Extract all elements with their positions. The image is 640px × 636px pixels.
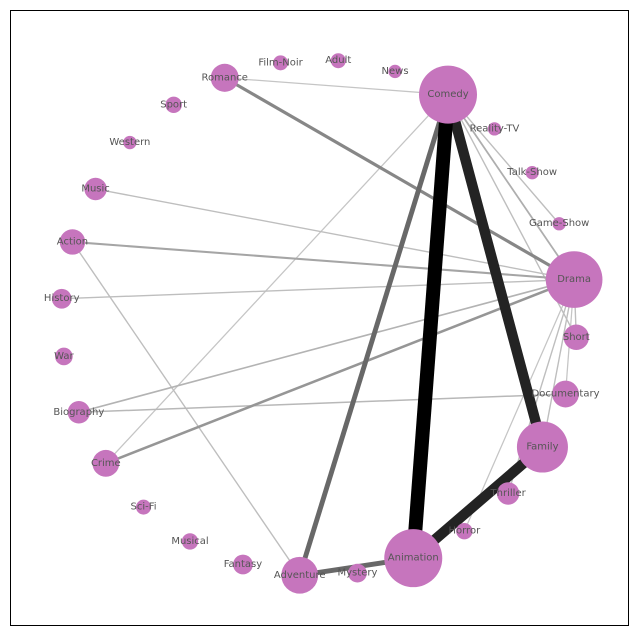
node-label-talk-show: Talk-Show	[506, 167, 557, 178]
nodes-layer	[51, 53, 603, 594]
edge-romance-drama	[223, 76, 575, 281]
node-label-sport: Sport	[160, 99, 187, 110]
node-action	[59, 229, 86, 255]
plot-frame	[10, 10, 629, 626]
node-label-mystery: Mystery	[338, 568, 378, 579]
edge-biography-drama	[78, 278, 575, 414]
node-label-history: History	[44, 293, 80, 304]
node-adventure	[281, 556, 319, 594]
node-label-reality-tv: Reality-TV	[470, 123, 520, 134]
node-short	[563, 324, 590, 351]
node-mystery	[348, 563, 367, 583]
edge-drama-thriller	[507, 279, 575, 494]
edge-comedy-crime	[105, 94, 449, 464]
edge-comedy-romance	[224, 77, 449, 96]
node-label-film-noir: Film-Noir	[258, 57, 303, 68]
node-adult	[330, 53, 346, 69]
node-label-drama: Drama	[557, 274, 591, 285]
node-label-documentary: Documentary	[532, 389, 600, 400]
node-family	[516, 421, 568, 473]
edge-history-drama	[61, 278, 575, 300]
node-reality-tv	[487, 122, 502, 136]
node-musical	[181, 533, 199, 550]
node-sci-fi	[136, 499, 152, 515]
node-film-noir	[273, 55, 289, 71]
node-comedy	[419, 65, 477, 124]
edge-comedy-animation	[406, 94, 455, 559]
node-game-show	[552, 217, 566, 231]
node-crime	[92, 449, 120, 477]
node-label-musical: Musical	[171, 536, 208, 547]
node-label-biography: Biography	[53, 407, 104, 418]
node-label-adult: Adult	[325, 55, 351, 66]
node-war	[55, 347, 73, 366]
edge-comedy-drama	[447, 94, 575, 281]
node-label-adventure: Adventure	[274, 570, 326, 581]
node-sport	[165, 96, 182, 114]
node-label-family: Family	[526, 442, 558, 453]
node-news	[388, 64, 402, 79]
node-biography	[67, 401, 91, 424]
node-label-sci-fi: Sci-Fi	[130, 502, 156, 513]
node-label-thriller: Thriller	[490, 488, 527, 499]
node-label-action: Action	[57, 236, 88, 247]
edge-drama-family	[541, 279, 575, 448]
node-label-short: Short	[563, 332, 590, 343]
node-history	[51, 288, 72, 309]
node-label-music: Music	[81, 184, 109, 195]
node-label-romance: Romance	[201, 72, 247, 83]
edge-comedy-adventure	[297, 93, 451, 577]
edge-music-drama	[95, 188, 575, 281]
edge-crime-drama	[105, 278, 575, 465]
node-horror	[456, 522, 473, 540]
node-music	[84, 177, 107, 201]
edge-drama-horror	[463, 279, 575, 532]
node-documentary	[552, 380, 579, 408]
node-label-news: News	[382, 66, 409, 77]
node-label-fantasy: Fantasy	[224, 559, 263, 570]
edge-biography-documentary	[78, 393, 566, 414]
labels-layer: Comedy Reality-TV Talk-Show Game-Show Drama S…	[44, 55, 600, 581]
node-romance	[210, 63, 239, 92]
node-label-western: Western	[109, 137, 150, 148]
node-drama	[545, 251, 603, 308]
node-thriller	[496, 482, 520, 505]
node-western	[123, 135, 137, 150]
edge-comedy-family	[442, 93, 548, 449]
node-label-crime: Crime	[91, 458, 121, 469]
node-label-animation: Animation	[388, 553, 439, 564]
node-label-comedy: Comedy	[427, 89, 468, 100]
node-animation	[384, 529, 443, 588]
node-fantasy	[233, 554, 253, 575]
node-label-war: War	[54, 351, 74, 362]
node-label-game-show: Game-Show	[529, 218, 589, 229]
node-label-horror: Horror	[448, 526, 481, 537]
edge-action-drama	[72, 240, 575, 281]
node-talk-show	[525, 165, 539, 180]
